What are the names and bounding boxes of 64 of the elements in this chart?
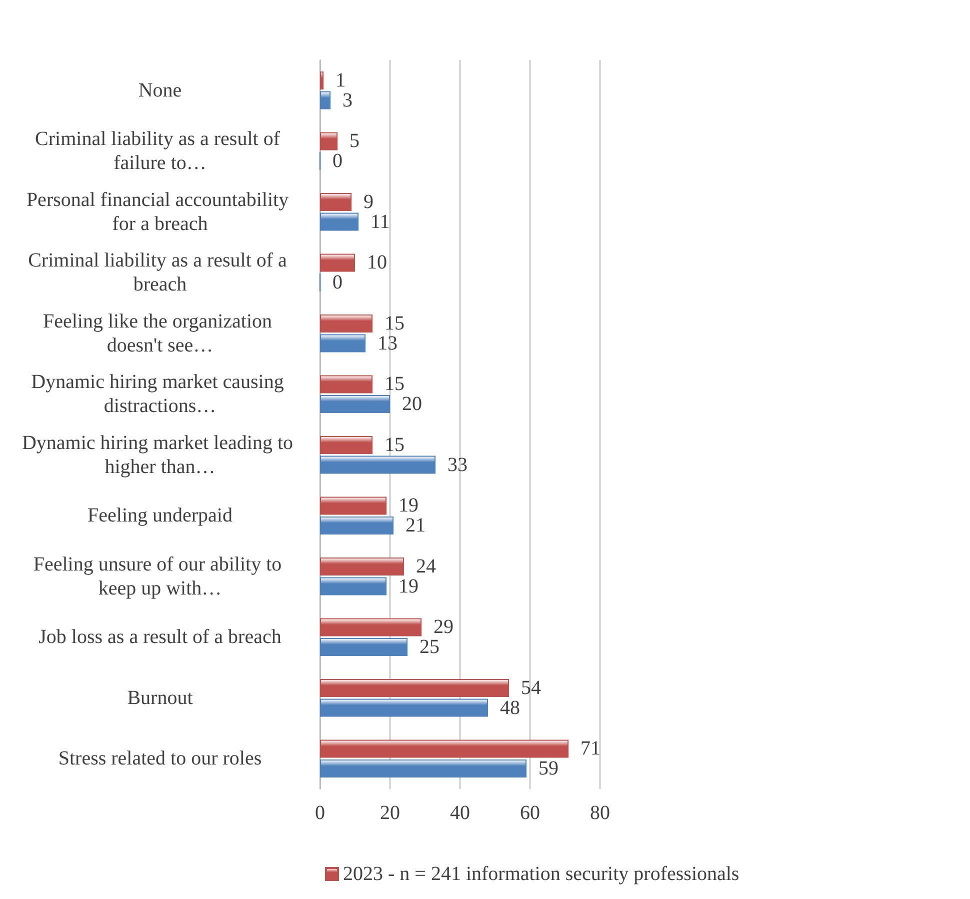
bar [320,456,436,474]
y-tick-label: Feeling like the organization doesn't see… [42,310,278,356]
data-label: 25 [420,636,440,658]
bar [320,678,509,697]
x-tick-label: 60 [520,802,540,824]
x-tick-label: 20 [380,802,400,824]
bar [320,557,404,576]
bar [320,436,372,454]
x-tick-label: 80 [590,802,610,824]
data-label: 71 [580,738,600,760]
bar [320,516,394,535]
data-label: 59 [538,758,558,780]
y-tick-label: Personal financial accountability for a breach [26,188,294,235]
data-label: 3 [342,89,352,112]
data-label: 10 [367,252,387,274]
data-label: 1 [336,69,346,92]
bar [320,314,372,332]
bar [320,760,526,778]
y-tick-label: None [138,79,182,102]
data-label: 54 [521,676,541,699]
bar [320,254,355,272]
data-label: 19 [398,575,418,598]
data-label: 0 [332,272,342,294]
y-tick-label: Job loss as a result of a breach [38,626,282,648]
bar [320,496,386,515]
bar [320,618,422,636]
data-label: 29 [434,616,454,638]
data-label: 0 [332,150,342,172]
x-tick-label: 0 [315,802,325,824]
y-tick-label: Burnout [127,686,194,709]
data-label: 20 [402,393,422,416]
y-tick-label: Feeling unsure of our ability to keep up with… [33,553,287,600]
data-label: 19 [398,494,418,517]
legend-label: 2023 - n = 241 information security professionals [343,863,740,885]
data-label: 15 [384,434,404,456]
data-label: 21 [406,514,426,537]
bar [320,334,366,352]
y-tick-label: Dynamic hiring market causing distractions… [31,371,289,418]
y-tick-label: Dynamic hiring market leading to higher than… [22,432,298,478]
bar [320,638,408,656]
data-label: 11 [370,210,390,233]
y-tick-label: Stress related to our roles [58,748,262,770]
data-label: 15 [384,373,404,396]
bar [320,698,488,717]
data-label: 13 [378,332,398,354]
y-tick-label: Feeling underpaid [88,504,232,527]
data-label: 5 [350,130,360,152]
bar [320,132,338,150]
bar [320,577,386,596]
data-label: 15 [384,312,404,334]
bar [320,375,372,394]
y-tick-label: Criminal liability as a result of failure to… [35,128,285,174]
x-tick-label: 40 [450,802,470,824]
y-tick-label: Criminal liability as a result of a breach [28,250,292,296]
bar [320,395,390,414]
bar [320,212,358,231]
data-label: 24 [416,555,436,578]
data-label: 48 [500,696,520,719]
data-label: 33 [448,454,468,476]
bar [320,192,352,211]
bar [320,740,568,758]
bar [320,71,324,90]
data-label: 9 [364,190,374,213]
bar [320,91,330,110]
